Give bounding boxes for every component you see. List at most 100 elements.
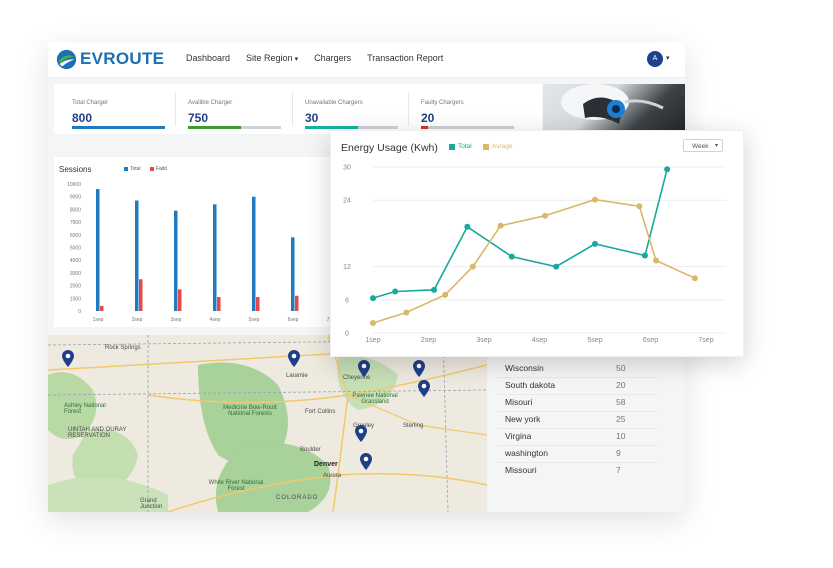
x-tick-label: 2sep [132,317,143,323]
stat-progress-fill [72,126,165,129]
bar-faild [178,289,182,311]
data-point-avrage [442,291,449,298]
y-tick-label: 4000 [70,258,81,264]
chevron-down-icon[interactable]: ▾ [666,55,670,62]
x-tick-label: 4sep [210,317,221,323]
charger-map[interactable]: Rock Springs Ashley National Forest UINT… [48,335,487,512]
ev-charger-photo [543,84,685,134]
logo-text: EVROUTE [80,49,165,68]
legend-total: Total [449,143,472,150]
stat-unavailable-chargers: Unavailable Chargers 30 [293,84,409,134]
stat-total-charger: Total Charger 800 [60,84,176,134]
x-tick-label: 6sep [288,317,299,323]
y-tick-label: 1000 [70,296,81,302]
x-tick-label: 7sep [698,337,713,344]
map-label: White River National Forest [208,480,264,492]
map-label: Denver [314,461,338,468]
stat-label: Total Charger [72,100,109,106]
state-name: Wisconsin [505,363,544,373]
bar-total [96,189,100,311]
state-value: 50 [616,363,626,373]
main-nav: Dashboard Site Region ▾ Chargers Transact… [186,53,459,63]
avatar[interactable]: A [647,51,663,67]
x-tick-label: 3sep [171,317,182,323]
period-select[interactable]: Week ▾ [683,139,723,152]
list-item[interactable]: Wisconsin 50 [498,360,658,378]
stat-value: 800 [72,111,93,125]
y-tick-label: 9000 [70,195,81,201]
stat-progress-track [188,126,281,129]
legend-swatch [150,167,154,171]
map-label: Laramie [286,373,308,379]
list-item[interactable]: Virgina 10 [498,428,658,446]
list-item[interactable]: South dakota 20 [498,377,658,395]
chart-title: Sessions [59,165,92,174]
data-point-avrage [653,257,660,264]
stat-value: 20 [421,111,435,125]
series-line-total [372,169,668,299]
data-point-avrage [691,275,698,282]
x-tick-label: 1sep [93,317,104,323]
divider [175,92,176,126]
legend-swatch [124,167,128,171]
y-tick-label: 10000 [67,182,81,188]
list-item[interactable]: washington 9 [498,445,658,463]
bar-total [213,204,217,311]
legend-swatch [483,143,489,150]
select-value: Week [692,143,709,150]
divider [408,92,409,126]
data-point-total [370,295,376,302]
state-value: 58 [616,397,626,407]
energy-line-chart: 0 6 12 24 30 1sep 2sep 3sep 4sep 5sep 6sep 7sep [343,165,726,344]
legend-avrage: Avrage [483,143,512,150]
map-label: Pawnee National Grassland [352,393,398,405]
location-pin-icon[interactable] [360,453,372,470]
x-tick-label: 4sep [532,337,547,344]
legend-label: Faild [156,166,167,172]
legend-label: Avrage [492,143,513,150]
stat-progress-track [72,126,165,129]
y-tick-label: 0 [345,331,349,338]
list-item[interactable]: Missouri 7 [498,462,658,479]
sessions-bar-chart: 1000090008000700060005000400030002000100… [67,182,338,323]
data-point-avrage [403,309,410,316]
location-pin-icon[interactable] [62,350,74,367]
stat-label: Avalible Charger [188,100,233,106]
state-value: 10 [616,431,626,441]
x-tick-label: 5sep [587,337,602,344]
bar-faild [217,297,221,311]
state-name: New york [505,414,541,424]
stat-progress-fill [421,126,429,129]
ev-charger-illustration [561,84,664,124]
list-item[interactable]: Misouri 58 [498,394,658,412]
location-pin-icon[interactable] [413,360,425,377]
state-value: 25 [616,414,626,424]
nav-site-region[interactable]: Site Region ▾ [246,53,298,63]
bar-total [291,237,295,311]
bar-faild [256,297,260,311]
data-point-total [392,288,399,295]
logo[interactable]: EVROUTE [56,48,164,70]
bar-faild [100,305,104,311]
map-label: COLORADO [276,495,319,501]
nav-label: Dashboard [186,53,231,63]
data-point-avrage [636,203,643,210]
map-label: Ashley National Forest [64,403,106,415]
location-pin-icon[interactable] [288,350,300,367]
nav-dashboard[interactable]: Dashboard [186,53,230,63]
map-label: Aurora [323,473,342,479]
map-label: Rock Springs [105,345,141,351]
y-tick-label: 24 [343,198,351,205]
legend-faild: Faild [150,166,167,172]
nav-transaction-report[interactable]: Transaction Report [367,53,443,63]
location-pin-icon[interactable] [418,380,430,397]
list-item[interactable]: New york 25 [498,411,658,429]
data-point-avrage [370,320,376,327]
location-pin-icon[interactable] [355,425,367,442]
nav-chargers[interactable]: Chargers [314,53,351,63]
data-point-total [431,286,438,293]
stat-progress-fill [188,126,241,129]
y-tick-label: 2000 [70,284,81,290]
location-pin-icon[interactable] [358,360,370,377]
x-tick-label: 6sep [643,337,658,344]
